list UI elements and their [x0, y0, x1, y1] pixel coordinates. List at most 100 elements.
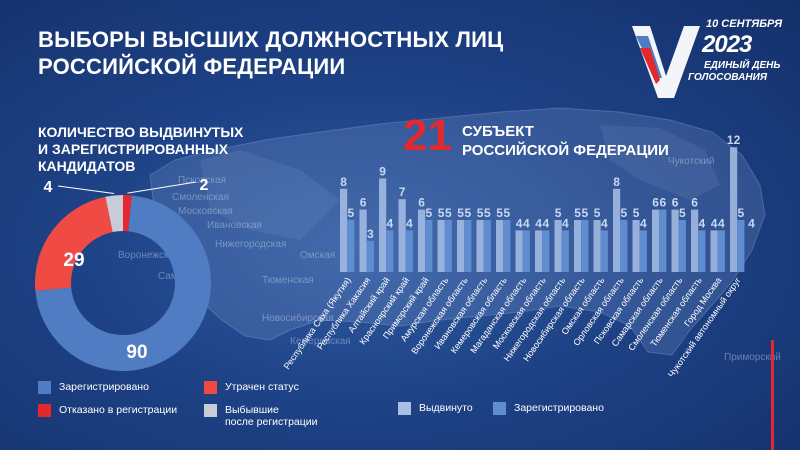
- bar-value-label: 5: [581, 206, 588, 220]
- bar-value-label: 4: [698, 216, 705, 230]
- bar-nominated: [398, 199, 406, 272]
- bar-value-label: 6: [652, 196, 659, 210]
- bar-registered: [464, 220, 472, 272]
- bar-value-label: 4: [386, 216, 393, 230]
- bar-registered: [366, 240, 374, 272]
- bar-nominated: [730, 147, 738, 272]
- bar-value-label: 4: [640, 216, 647, 230]
- bar-nominated: [496, 220, 504, 272]
- map-label: Сама: [158, 271, 184, 282]
- map-label: Новосибирская: [262, 312, 334, 324]
- bar-nominated: [515, 230, 523, 272]
- bar-value-label: 5: [594, 206, 601, 220]
- bar-registered: [561, 230, 569, 272]
- bar-value-label: 4: [535, 216, 542, 230]
- donut-slice: [123, 195, 132, 232]
- bar-value-label: 4: [523, 216, 530, 230]
- bar-value-label: 5: [633, 206, 640, 220]
- bar-value-label: 5: [445, 206, 452, 220]
- bar-registered: [405, 230, 413, 272]
- bar-value-label: 5: [477, 206, 484, 220]
- map-label: Нижегородская: [215, 239, 286, 250]
- bar-value-label: 5: [496, 206, 503, 220]
- bar-value-label: 4: [601, 216, 608, 230]
- map-label: Псковская: [178, 175, 226, 186]
- bar-registered: [639, 230, 647, 272]
- bar-value-label: 4: [542, 216, 549, 230]
- bar-value-label: 5: [679, 206, 686, 220]
- donut-section-title: КОЛИЧЕСТВО ВЫДВИНУТЫХ И ЗАРЕГИСТРИРОВАНН…: [38, 124, 244, 174]
- bar-registered: [717, 230, 725, 272]
- bar-registered: [600, 230, 608, 272]
- bar-value-label: 5: [620, 206, 627, 220]
- subjects-label: СУБЪЕКТ РОССИЙСКОЙ ФЕДЕРАЦИИ: [462, 123, 669, 159]
- legend-col: Утрачен статус: [204, 381, 299, 394]
- legend-item-dropped: Выбывшие после регистрации: [204, 404, 318, 428]
- donut-slice: [35, 195, 211, 371]
- bar-value-label: 4: [406, 216, 413, 230]
- map-label: Приморский: [724, 352, 781, 363]
- bar-value-label: 6: [691, 196, 698, 210]
- logo-date: 10 СЕНТЯБРЯ: [706, 18, 783, 30]
- bar-value-label: 5: [438, 206, 445, 220]
- bar-registered: [737, 220, 745, 272]
- bar-value-label: 5: [457, 206, 464, 220]
- bar-nominated: [710, 230, 718, 272]
- map-label: Омская: [300, 250, 335, 261]
- bar-value-label: 5: [555, 206, 562, 220]
- bar-value-label: 5: [737, 206, 744, 220]
- bar-value-label: 6: [659, 196, 666, 210]
- bar-registered: [659, 209, 667, 272]
- donut-value-label: 90: [126, 342, 147, 363]
- legend-item-refused: Отказано в регистрации: [38, 404, 177, 417]
- bar-registered: [698, 230, 706, 272]
- bar-legend: Выдвинуто: [398, 402, 473, 415]
- bar-registered: [425, 220, 433, 272]
- bar-nominated: [691, 209, 699, 272]
- bar-nominated: [671, 209, 679, 272]
- donut-value-label: 2: [200, 177, 209, 194]
- bar-value-label: 4: [562, 216, 569, 230]
- map-label: Ивановская: [207, 220, 262, 231]
- bar-registered: [678, 220, 686, 272]
- page-title: ВЫБОРЫ ВЫСШИХ ДОЛЖНОСТНЫХ ЛИЦ РОССИЙСКОЙ…: [38, 27, 504, 79]
- bar-value-label: 8: [613, 175, 620, 189]
- bar-value-label: 4: [718, 216, 725, 230]
- legend-swatch: [38, 404, 51, 417]
- legend-swatch: [493, 402, 506, 415]
- map-label: Тюменская: [262, 275, 314, 286]
- donut-slice: [105, 195, 123, 233]
- bar-nominated: [457, 220, 465, 272]
- bar-registered: [483, 220, 491, 272]
- bar-nominated: [554, 220, 562, 272]
- bar-value-label: 3: [367, 227, 374, 241]
- donut-legend: Зарегистрировано: [38, 381, 149, 394]
- bar-value-label: 6: [672, 196, 679, 210]
- bar-registered: [347, 220, 355, 272]
- bar-value-label: 9: [379, 164, 386, 178]
- donut-value-label: 29: [63, 250, 84, 271]
- bar-nominated: [613, 188, 621, 272]
- bar-registered: [386, 230, 394, 272]
- legend-item-bar-registered: Зарегистрировано: [493, 402, 604, 415]
- bar-nominated: [418, 209, 426, 272]
- decorative-red-line: [771, 340, 774, 450]
- donut-leader-line: [57, 185, 115, 194]
- bar-value-label: 8: [340, 175, 347, 189]
- map-label: Воронежская: [118, 250, 180, 261]
- bar-value-label: 7: [399, 185, 406, 199]
- bar-value-label: 4: [711, 216, 718, 230]
- bar-value-label: 5: [484, 206, 491, 220]
- bar-nominated: [379, 178, 387, 272]
- bar-value-label: 12: [727, 133, 741, 147]
- map-label: Московская: [178, 206, 233, 217]
- donut-leader-line: [127, 181, 197, 194]
- legend-item-lost-status: Утрачен статус: [204, 381, 299, 394]
- legend-col: Отказано в регистрации: [38, 404, 177, 417]
- bar-value-label: 6: [360, 196, 367, 210]
- subjects-count: 21: [403, 111, 452, 160]
- map-label: Смоленская: [172, 192, 229, 203]
- bar-nominated: [359, 209, 367, 272]
